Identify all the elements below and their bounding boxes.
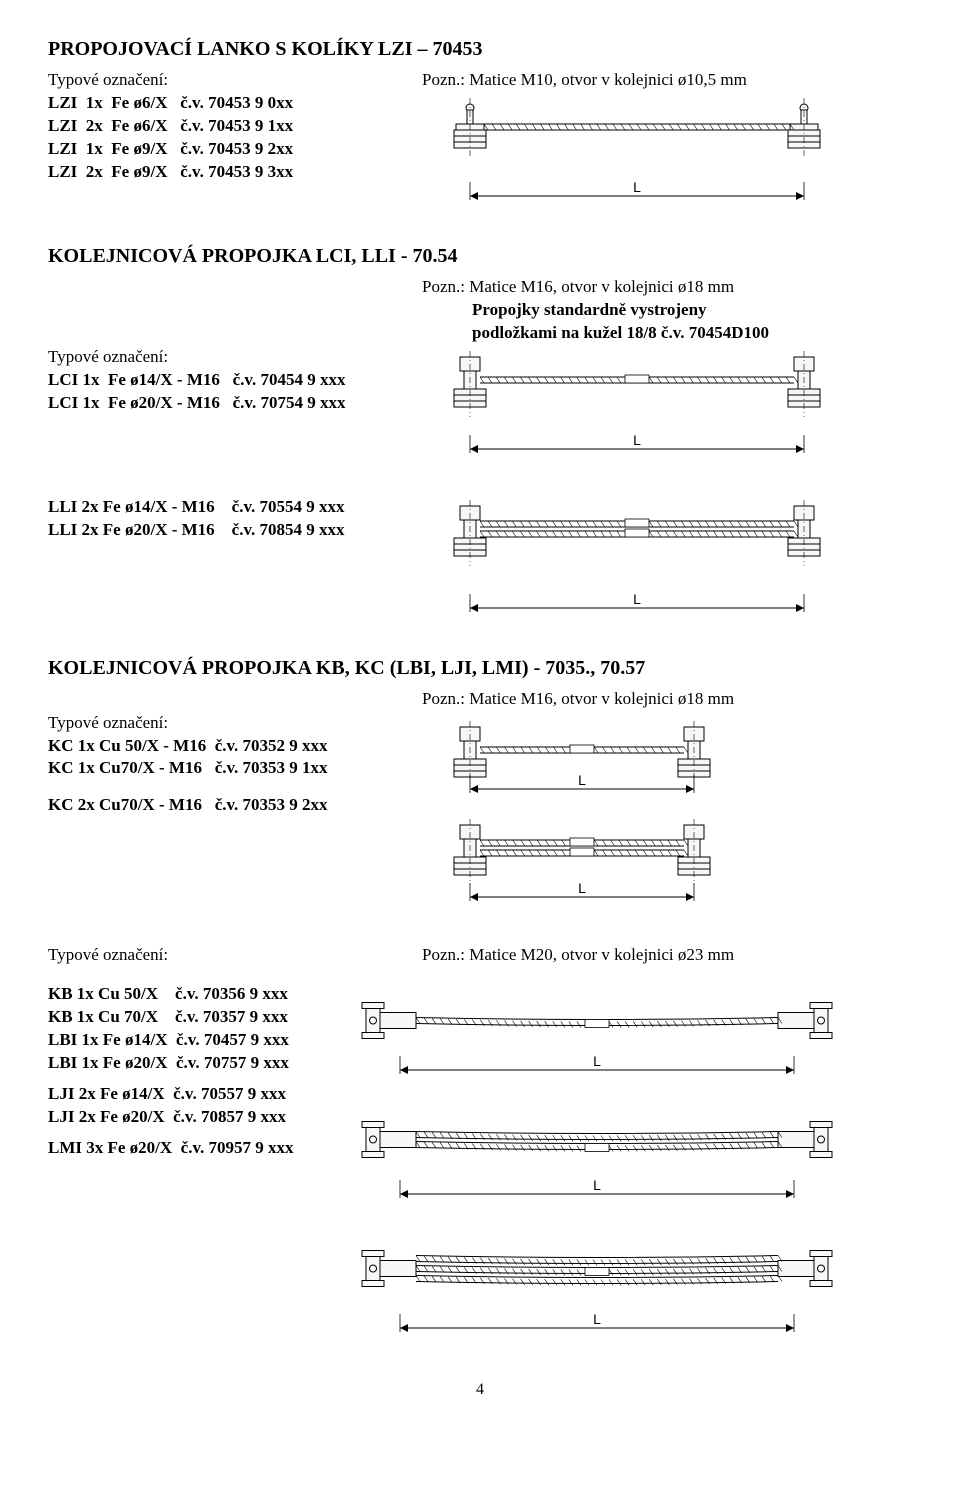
section2-title: KOLEJNICOVÁ PROPOJKA LCI, LLI - 70.54: [48, 243, 912, 270]
page-number: 4: [48, 1379, 912, 1401]
s3-g2-0: KC 2x Cu70/X - M16 č.v. 70353 9 2xx: [48, 794, 398, 817]
type-label-2: Typové označení:: [48, 346, 398, 369]
section1-diagram: L: [422, 98, 912, 215]
section4-diagram2: L: [352, 1101, 912, 1213]
s1-line-3: LZI 2x Fe ø9/X č.v. 70453 9 3xx: [48, 161, 398, 184]
section3-title: KOLEJNICOVÁ PROPOJKA KB, KC (LBI, LJI, L…: [48, 655, 912, 682]
s4-l3-0: LMI 3x Fe ø20/X č.v. 70957 9 xxx: [48, 1137, 328, 1160]
section1-right: Pozn.: Matice M10, otvor v kolejnici ø10…: [422, 69, 912, 215]
section4-row-top: Typové označení: Pozn.: Matice M20, otvo…: [48, 944, 912, 973]
s4-l-1: KB 1x Cu 70/X č.v. 70357 9 xxx: [48, 1006, 328, 1029]
s1-line-1: LZI 2x Fe ø6/X č.v. 70453 9 1xx: [48, 115, 398, 138]
section2-diagram1: L: [422, 351, 912, 468]
s4-l-3: LBI 1x Fe ø20/X č.v. 70757 9 xxx: [48, 1052, 328, 1075]
section4-diagram1: L: [352, 987, 912, 1089]
section2-right-b: L: [422, 496, 912, 627]
svg-text:L: L: [578, 880, 586, 896]
svg-text:L: L: [593, 1053, 601, 1069]
section2-left-b: LLI 2x Fe ø14/X - M16 č.v. 70554 9 xxx L…: [48, 496, 398, 542]
section1-row: Typové označení: LZI 1x Fe ø6/X č.v. 704…: [48, 69, 912, 215]
section3-row-a: Typové označení: KC 1x Cu 50/X - M16 č.v…: [48, 688, 912, 917]
section3-note: Pozn.: Matice M16, otvor v kolejnici ø18…: [422, 688, 912, 711]
svg-text:L: L: [633, 179, 641, 195]
s4-l2-1: LJI 2x Fe ø20/X č.v. 70857 9 xxx: [48, 1106, 328, 1129]
section2-row-b: LLI 2x Fe ø14/X - M16 č.v. 70554 9 xxx L…: [48, 496, 912, 627]
section4-diagram3: L: [352, 1225, 912, 1347]
section4-right: L L L: [352, 983, 912, 1347]
section3-diagram1: L: [422, 721, 912, 808]
section4-left-top: Typové označení:: [48, 944, 398, 967]
section2-note-l1: Propojky standardně vystrojeny: [422, 299, 912, 322]
section2-note: Pozn.: Matice M16, otvor v kolejnici ø18…: [422, 276, 912, 345]
section4-left: KB 1x Cu 50/X č.v. 70356 9 xxx KB 1x Cu …: [48, 983, 328, 1160]
type-label-3: Typové označení:: [48, 712, 398, 735]
type-label-4: Typové označení:: [48, 944, 398, 967]
svg-text:L: L: [593, 1311, 601, 1327]
section2-note-main: Pozn.: Matice M16, otvor v kolejnici ø18…: [422, 277, 734, 296]
section2-row-a: Typové označení: LCI 1x Fe ø14/X - M16 č…: [48, 276, 912, 468]
section2-right-a: Pozn.: Matice M16, otvor v kolejnici ø18…: [422, 276, 912, 468]
section3-right-a: Pozn.: Matice M16, otvor v kolejnici ø18…: [422, 688, 912, 917]
s2-g2-1: LLI 2x Fe ø20/X - M16 č.v. 70854 9 xxx: [48, 519, 398, 542]
section1-title: PROPOJOVACÍ LANKO S KOLÍKY LZI – 70453: [48, 36, 912, 63]
type-label-1: Typové označení:: [48, 69, 398, 92]
s2-g1-0: LCI 1x Fe ø14/X - M16 č.v. 70454 9 xxx: [48, 369, 398, 392]
s1-line-2: LZI 1x Fe ø9/X č.v. 70453 9 2xx: [48, 138, 398, 161]
section1-note: Pozn.: Matice M10, otvor v kolejnici ø10…: [422, 69, 912, 92]
svg-text:L: L: [633, 432, 641, 448]
section4-row: KB 1x Cu 50/X č.v. 70356 9 xxx KB 1x Cu …: [48, 983, 912, 1347]
section2-note-l2: podložkami na kužel 18/8 č.v. 70454D100: [422, 322, 912, 345]
section4-note: Pozn.: Matice M20, otvor v kolejnici ø23…: [422, 944, 912, 967]
section3-diagram2: L: [422, 819, 912, 916]
s3-g1-1: KC 1x Cu70/X - M16 č.v. 70353 9 1xx: [48, 757, 398, 780]
s3-g1-0: KC 1x Cu 50/X - M16 č.v. 70352 9 xxx: [48, 735, 398, 758]
section3-left-a: Typové označení: KC 1x Cu 50/X - M16 č.v…: [48, 688, 398, 818]
svg-text:L: L: [593, 1177, 601, 1193]
s1-line-0: LZI 1x Fe ø6/X č.v. 70453 9 0xx: [48, 92, 398, 115]
svg-text:L: L: [633, 591, 641, 607]
svg-text:L: L: [578, 772, 586, 788]
s2-g1-1: LCI 1x Fe ø20/X - M16 č.v. 70754 9 xxx: [48, 392, 398, 415]
s4-l2-0: LJI 2x Fe ø14/X č.v. 70557 9 xxx: [48, 1083, 328, 1106]
s4-l-0: KB 1x Cu 50/X č.v. 70356 9 xxx: [48, 983, 328, 1006]
s4-l-2: LBI 1x Fe ø14/X č.v. 70457 9 xxx: [48, 1029, 328, 1052]
section2-diagram2: L: [422, 500, 912, 627]
s2-g2-0: LLI 2x Fe ø14/X - M16 č.v. 70554 9 xxx: [48, 496, 398, 519]
section4-right-top: Pozn.: Matice M20, otvor v kolejnici ø23…: [422, 944, 912, 973]
section2-left-a: Typové označení: LCI 1x Fe ø14/X - M16 č…: [48, 276, 398, 415]
section1-left: Typové označení: LZI 1x Fe ø6/X č.v. 704…: [48, 69, 398, 184]
